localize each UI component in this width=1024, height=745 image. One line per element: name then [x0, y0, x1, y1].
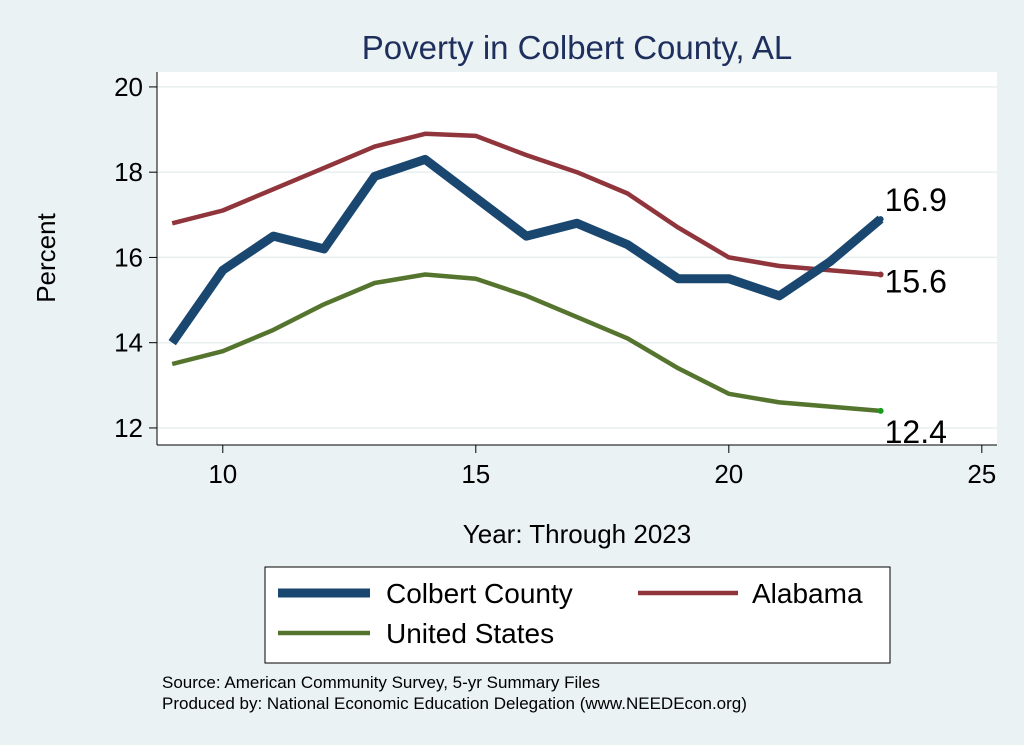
legend-label-alabama: Alabama [752, 578, 863, 609]
end-point-colbert-county [877, 216, 884, 223]
end-point-alabama [877, 271, 884, 278]
legend-box [264, 566, 891, 664]
x-ticks: 10 15 20 25 [208, 445, 996, 489]
y-ticks: 12 14 16 18 20 [114, 72, 157, 443]
y-tick-label-12: 12 [114, 413, 143, 443]
x-tick-label-20: 20 [714, 459, 743, 489]
end-label-colbert-county: 16.9 [885, 182, 947, 218]
x-tick-label-10: 10 [208, 459, 237, 489]
series-line-colbert-county [168, 154, 884, 346]
x-tick-label-25: 25 [967, 459, 996, 489]
chart-title: Poverty in Colbert County, AL [362, 29, 792, 66]
end-labels: 16.9 15.6 12.4 [877, 182, 947, 450]
x-tick-label-15: 15 [461, 459, 490, 489]
y-tick-label-20: 20 [114, 72, 143, 102]
grid-lines [157, 86, 997, 429]
producer-note: Produced by: National Economic Education… [162, 694, 747, 713]
y-tick-label-16: 16 [114, 242, 143, 272]
x-axis-label: Year: Through 2023 [463, 519, 691, 549]
legend: Colbert County Alabama United States [264, 566, 891, 664]
legend-label-united-states: United States [386, 618, 554, 649]
end-label-alabama: 15.6 [885, 263, 947, 299]
series-line-alabama [171, 131, 881, 277]
source-note: Source: American Community Survey, 5-yr … [162, 673, 600, 692]
legend-label-colbert-county: Colbert County [386, 578, 573, 609]
y-axis-label: Percent [31, 212, 61, 302]
series-lines [168, 131, 884, 414]
end-label-united-states: 12.4 [885, 414, 947, 450]
y-tick-label-18: 18 [114, 157, 143, 187]
end-point-united-states [877, 407, 884, 414]
y-tick-label-14: 14 [114, 328, 143, 358]
series-line-united-states [171, 272, 881, 414]
plot-area [157, 72, 997, 445]
